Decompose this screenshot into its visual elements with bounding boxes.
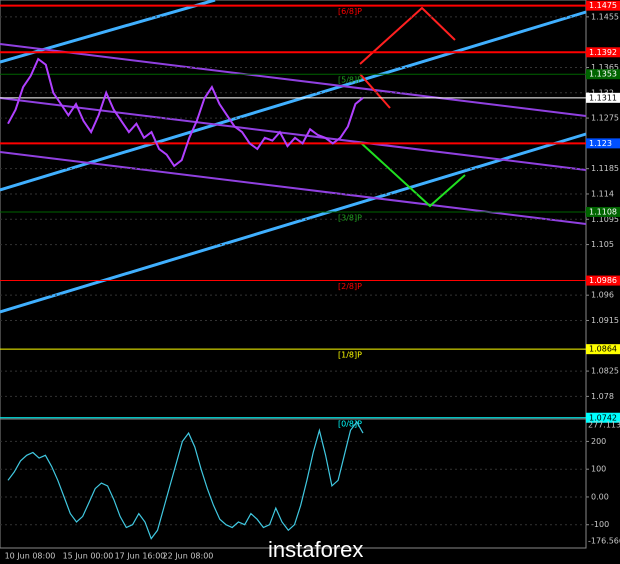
series-line [7,420,364,540]
level-box [586,138,620,149]
level-label: 1.1475 [589,1,617,10]
series-line [7,57,364,168]
x-tick-label: 17 Jun 16:00 [115,552,166,561]
x-tick-label: 22 Jun 08:00 [163,552,214,561]
level-label: 1.1392 [589,48,617,57]
y-end-label: -176.5666 [588,537,620,546]
level-label: 1.1311 [589,93,617,102]
level-tag: [1/8]P [338,351,362,360]
channel-line [0,132,587,314]
y-tick-label: 1.132 [591,88,614,97]
trend-lines [0,0,587,314]
level-tag: [5/8]P [338,76,362,85]
level-label: 1.0986 [589,276,617,285]
regression-line [0,43,587,117]
watermark: instaforex [268,537,363,562]
level-label: 1.0742 [589,413,617,422]
y-tick-label: 1.0825 [591,367,619,376]
plot-frame [0,0,587,549]
y-tick-label: 200 [591,437,606,446]
level-tag: [2/8]P [338,282,362,291]
x-tick-label: 10 Jun 08:00 [5,552,56,561]
level-label: 1.1353 [589,70,617,79]
y-tick-label: 1.078 [591,392,614,401]
level-box [586,344,620,355]
level-box [586,206,620,217]
y-tick-label: 0.00 [591,492,609,501]
level-label: 1.123 [589,139,612,148]
level-box [586,47,620,58]
level-box [586,92,620,103]
x-tick-label: 15 Jun 00:00 [63,552,114,561]
level-label: 1.1108 [589,207,617,216]
y-tick-label: 1.1365 [591,63,619,72]
y-tick-label: 1.1095 [591,215,619,224]
forecast-arrow [359,73,391,109]
y-tick-label: 1.1185 [591,164,619,173]
y-end-label: 277.1133 [588,421,620,430]
channel-line [0,10,587,192]
y-tick-label: 100 [591,465,606,474]
y-tick-label: 1.1455 [591,12,619,21]
forecast-arrow [359,6,456,65]
regression-line [0,97,587,171]
level-box [586,69,620,80]
level-tag: [3/8]P [338,213,362,222]
level-tag: [6/8]P [338,7,362,16]
y-tick-label: 1.114 [591,189,614,198]
y-tick-label: 1.096 [591,291,614,300]
y-tick-label: 1.1275 [591,114,619,123]
level-box [586,0,620,11]
y-tick-label: 1.105 [591,240,614,249]
y-tick-label: 1.0915 [591,316,619,325]
forecast-arrow [359,141,466,208]
level-label: 1.0864 [589,345,617,354]
level-box [586,275,620,286]
level-box [586,412,620,423]
level-tag: [0/8]P [338,419,362,428]
y-tick-label: -100 [591,520,609,529]
